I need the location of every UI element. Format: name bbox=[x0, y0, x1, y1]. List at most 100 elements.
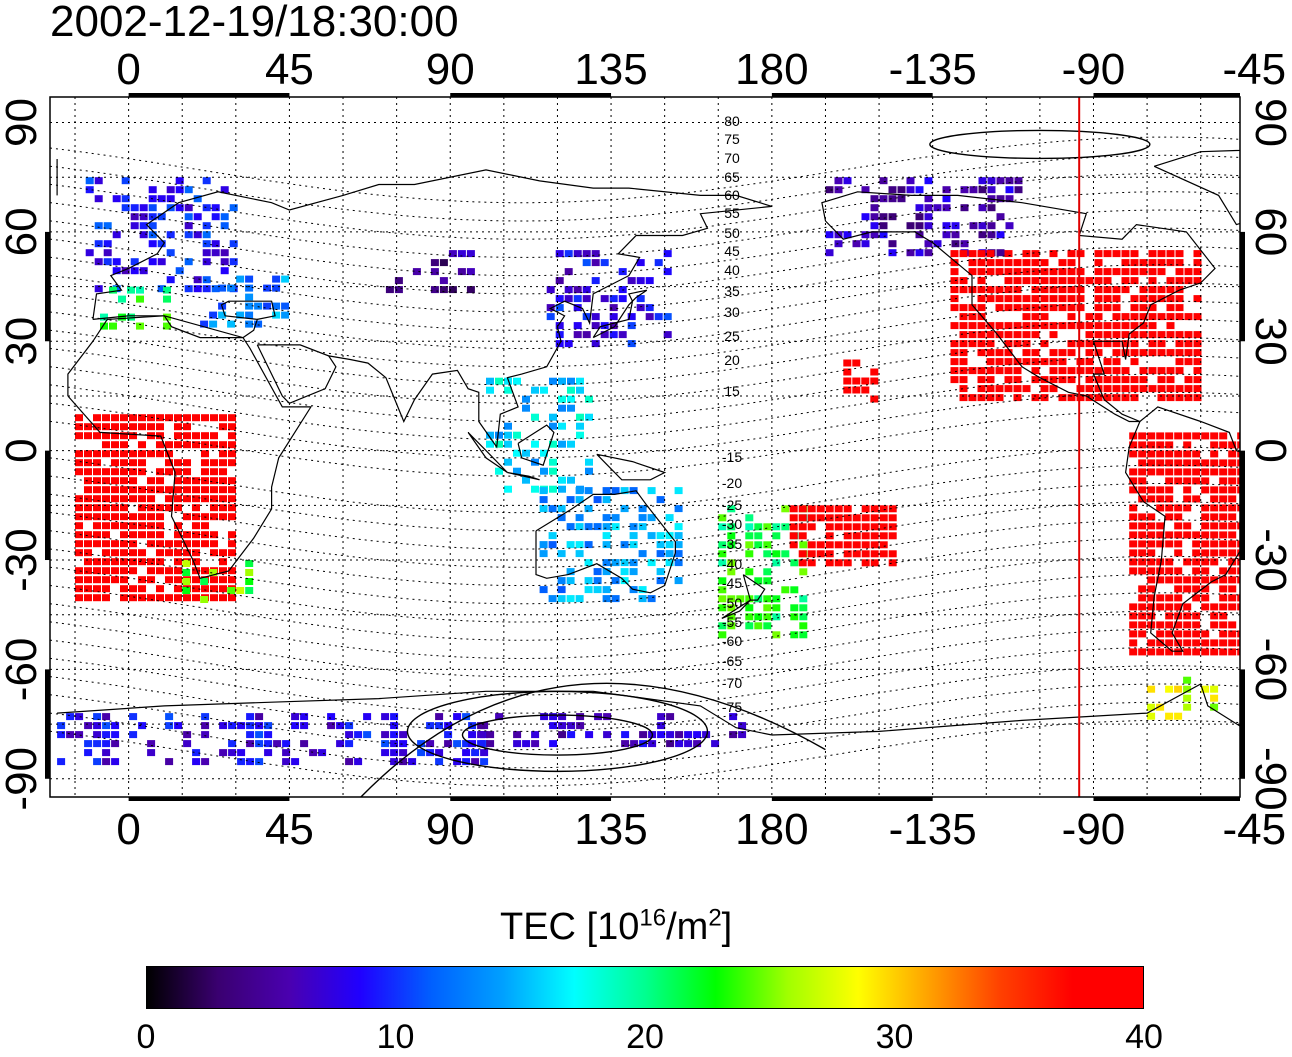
tec-cell bbox=[193, 285, 202, 293]
tec-cell bbox=[282, 740, 291, 748]
tec-cell bbox=[798, 505, 807, 513]
tec-cell bbox=[897, 195, 906, 203]
tec-cell bbox=[522, 395, 530, 403]
tec-cell bbox=[1201, 630, 1210, 638]
tec-cell bbox=[201, 713, 210, 721]
tec-cell bbox=[1013, 385, 1022, 393]
tec-cell bbox=[1103, 286, 1112, 294]
tec-cell bbox=[229, 240, 238, 248]
tec-cell bbox=[1139, 268, 1148, 276]
tec-cell bbox=[663, 331, 672, 339]
tec-cell bbox=[558, 731, 567, 739]
tec-cell bbox=[1166, 286, 1175, 294]
top-lon-label: -45 bbox=[1222, 45, 1286, 94]
tec-cell bbox=[575, 496, 584, 504]
tec-cell bbox=[1165, 567, 1174, 575]
tec-cell bbox=[486, 731, 495, 739]
tec-cell bbox=[120, 594, 128, 602]
tec-cell bbox=[1192, 630, 1201, 638]
tec-cell bbox=[663, 250, 672, 258]
tec-cell bbox=[201, 414, 209, 422]
tec-data-layer bbox=[57, 177, 1240, 766]
tec-cell bbox=[1210, 549, 1219, 557]
tec-region bbox=[1147, 676, 1219, 720]
tec-cell bbox=[573, 331, 582, 339]
tec-cell bbox=[657, 731, 666, 739]
tec-cell bbox=[1157, 313, 1166, 321]
tec-cell bbox=[584, 487, 593, 495]
tec-cell bbox=[156, 414, 164, 422]
tec-cell bbox=[1076, 322, 1085, 330]
tec-cell bbox=[263, 302, 272, 310]
tec-cell bbox=[656, 550, 665, 558]
tec-cell bbox=[638, 505, 647, 513]
tec-cell bbox=[174, 722, 183, 730]
tec-cell bbox=[557, 577, 566, 585]
tec-cell bbox=[513, 377, 521, 385]
tec-cell bbox=[166, 249, 175, 257]
tec-cell bbox=[1174, 567, 1183, 575]
tec-cell bbox=[674, 532, 683, 540]
tec-cell bbox=[1183, 504, 1192, 512]
tec-cell bbox=[1174, 468, 1183, 476]
tec-cell bbox=[987, 231, 996, 239]
tec-cell bbox=[566, 595, 575, 603]
tec-cell bbox=[218, 284, 227, 292]
tec-cell bbox=[834, 523, 843, 531]
tec-cell bbox=[165, 441, 173, 449]
tec-cell bbox=[1174, 477, 1183, 485]
tec-cell bbox=[960, 186, 969, 194]
tec-cell bbox=[1193, 385, 1202, 393]
tec-cell bbox=[861, 550, 870, 558]
tec-cell bbox=[138, 441, 146, 449]
tec-cell bbox=[1049, 277, 1058, 285]
tec-cell bbox=[1156, 540, 1165, 548]
tec-cell bbox=[959, 313, 968, 321]
tec-cell bbox=[138, 558, 146, 566]
tec-cell bbox=[870, 377, 879, 385]
tec-cell bbox=[245, 293, 254, 301]
tec-region bbox=[182, 560, 254, 603]
tec-cell bbox=[192, 585, 200, 593]
tec-cell bbox=[210, 495, 218, 503]
tec-cell bbox=[1210, 603, 1219, 611]
tec-cell bbox=[602, 541, 611, 549]
tec-cell bbox=[1165, 450, 1174, 458]
tec-cell bbox=[959, 250, 968, 258]
tec-cell bbox=[192, 576, 200, 584]
tec-cell bbox=[227, 320, 236, 328]
tec-cell bbox=[763, 604, 772, 612]
tec-cell bbox=[1174, 450, 1183, 458]
tec-cell bbox=[192, 558, 200, 566]
tec-cell bbox=[986, 385, 995, 393]
tec-cell bbox=[1067, 295, 1076, 303]
tec-cell bbox=[84, 549, 92, 557]
tec-cell bbox=[1058, 367, 1067, 375]
tec-cell bbox=[591, 313, 600, 321]
tec-cell bbox=[1130, 331, 1139, 339]
tec-cell bbox=[220, 222, 229, 230]
tec-cell bbox=[1156, 594, 1165, 602]
tec-cell bbox=[1022, 277, 1031, 285]
magnetic-lat-label: 65 bbox=[724, 169, 740, 185]
tec-cell bbox=[219, 594, 227, 602]
tec-cell bbox=[861, 231, 870, 239]
tec-cell bbox=[246, 713, 255, 721]
tec-cell bbox=[834, 559, 843, 567]
tec-cell bbox=[675, 731, 684, 739]
tec-cell bbox=[245, 560, 254, 567]
magnetic-lat-label: 35 bbox=[724, 283, 740, 299]
right-lat-label: -60 bbox=[1246, 638, 1292, 702]
tec-cell bbox=[174, 441, 182, 449]
tec-cell bbox=[183, 477, 191, 485]
tec-cell bbox=[139, 231, 148, 239]
tec-cell bbox=[109, 322, 117, 330]
tec-cell bbox=[522, 404, 530, 412]
tec-cell bbox=[183, 414, 191, 422]
tec-cell bbox=[1112, 250, 1121, 258]
tec-cell bbox=[210, 540, 218, 548]
tec-cell bbox=[1040, 295, 1049, 303]
tec-cell bbox=[1121, 277, 1130, 285]
tec-cell bbox=[1237, 567, 1240, 575]
